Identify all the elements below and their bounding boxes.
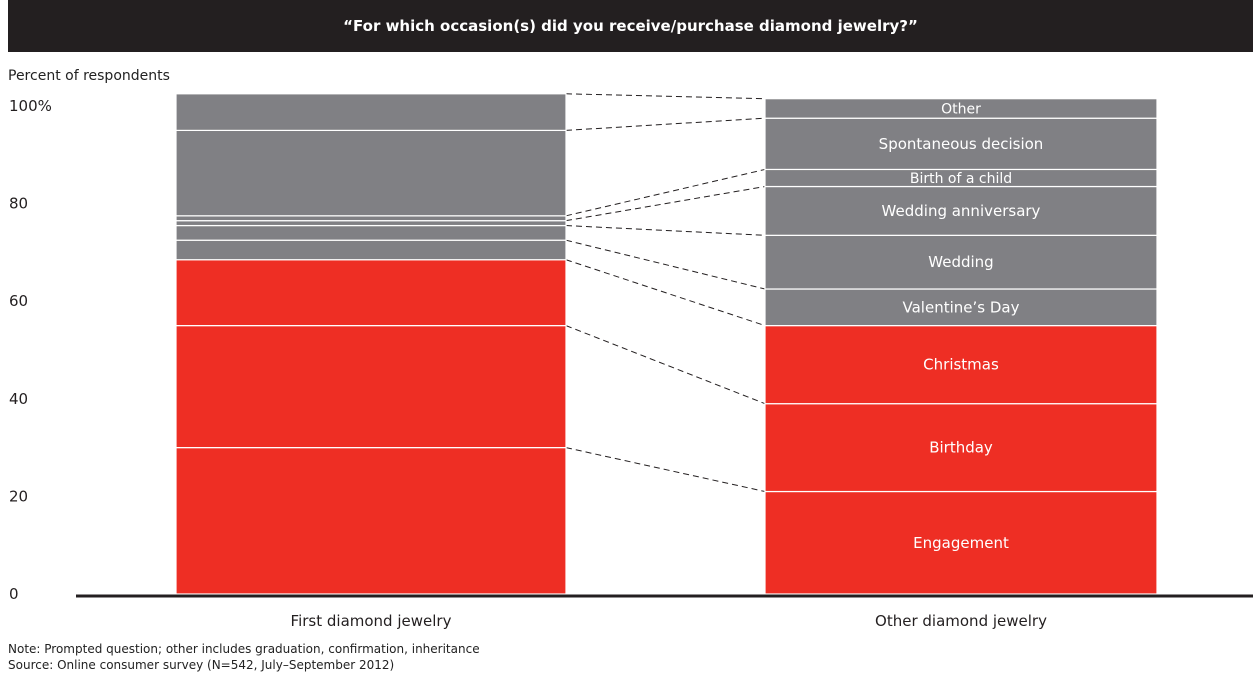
x-category-label-1: First diamond jewelry [291, 612, 452, 630]
connector-christmas [565, 259, 766, 327]
y-tick-label-80: 80 [9, 195, 28, 213]
connector-birth-of-a-child [565, 168, 766, 217]
connector-wedding [565, 225, 766, 236]
y-axis-caption: Percent of respondents [8, 68, 170, 84]
segment-label-birthday: Birthday [929, 439, 993, 457]
bar-segment-christmas-2 [764, 325, 1158, 405]
bar-segment-wedding-anniversary-1 [175, 220, 567, 227]
chart-title-bar: “For which occasion(s) did you receive/p… [8, 0, 1253, 52]
connector-birthday [565, 325, 766, 405]
segment-label-other: Other [941, 101, 981, 117]
y-tick-label-0: 0 [9, 585, 19, 603]
footnotes: Note: Prompted question; other includes … [8, 641, 480, 673]
y-tick-label-40: 40 [9, 390, 28, 408]
segment-label-spontaneous-decision: Spontaneous decision [879, 135, 1044, 153]
segment-label-engagement: Engagement [913, 534, 1009, 552]
footnote-note: Note: Prompted question; other includes … [8, 642, 480, 656]
bar-segment-wedding-anniversary-2 [764, 185, 1158, 236]
bar-segment-wedding-1 [175, 224, 567, 241]
bar-segment-birthday-1 [175, 325, 567, 449]
y-tick-label-100: 100% [9, 97, 52, 115]
y-tick-label-20: 20 [9, 487, 28, 505]
bar-segment-engagement-1 [175, 447, 567, 595]
segment-label-wedding-anniversary: Wedding anniversary [882, 202, 1041, 220]
y-axis-ticks: 0 20 40 60 80 100% [9, 97, 52, 603]
bar-segment-spontaneous-decision-2 [764, 117, 1158, 171]
connector-lines [565, 93, 766, 493]
connector-valentine-s-day [565, 239, 766, 290]
y-tick-label-60: 60 [9, 292, 28, 310]
bar-segment-other-2 [764, 98, 1158, 119]
footnote-source: Source: Online consumer survey (N=542, J… [8, 658, 395, 672]
bar-segment-other-1 [175, 93, 567, 132]
x-category-label-2: Other diamond jewelry [875, 612, 1047, 630]
segment-label-christmas: Christmas [923, 356, 999, 374]
bar-segment-wedding-2 [764, 234, 1158, 290]
bar-segment-christmas-1 [175, 259, 567, 327]
chart-title: “For which occasion(s) did you receive/p… [343, 17, 918, 35]
connector-wedding-anniversary [565, 186, 766, 222]
bar-segment-valentine-s-day-1 [175, 239, 567, 261]
bar-segments [175, 93, 1158, 595]
bar-segment-spontaneous-decision-1 [175, 129, 567, 217]
x-axis-labels: First diamond jewelry Other diamond jewel… [291, 612, 1048, 630]
bar-segment-birthday-2 [764, 403, 1158, 493]
bar-segment-valentine-s-day-2 [764, 288, 1158, 327]
stacked-bar-chart: Engagement Birthday Christmas Valentine’s D… [9, 93, 1253, 630]
segment-label-wedding: Wedding [928, 253, 993, 271]
segment-labels: Engagement Birthday Christmas Valentine’s D… [879, 101, 1044, 551]
connector-spontaneous-decision [565, 117, 766, 131]
segment-label-birth-of-a-child: Birth of a child [910, 171, 1012, 187]
bar-segment-birth-of-a-child-1 [175, 215, 567, 222]
connector-engagement [565, 447, 766, 493]
segment-label-valentine-s-day: Valentine’s Day [903, 298, 1020, 316]
connector-other [565, 93, 766, 100]
